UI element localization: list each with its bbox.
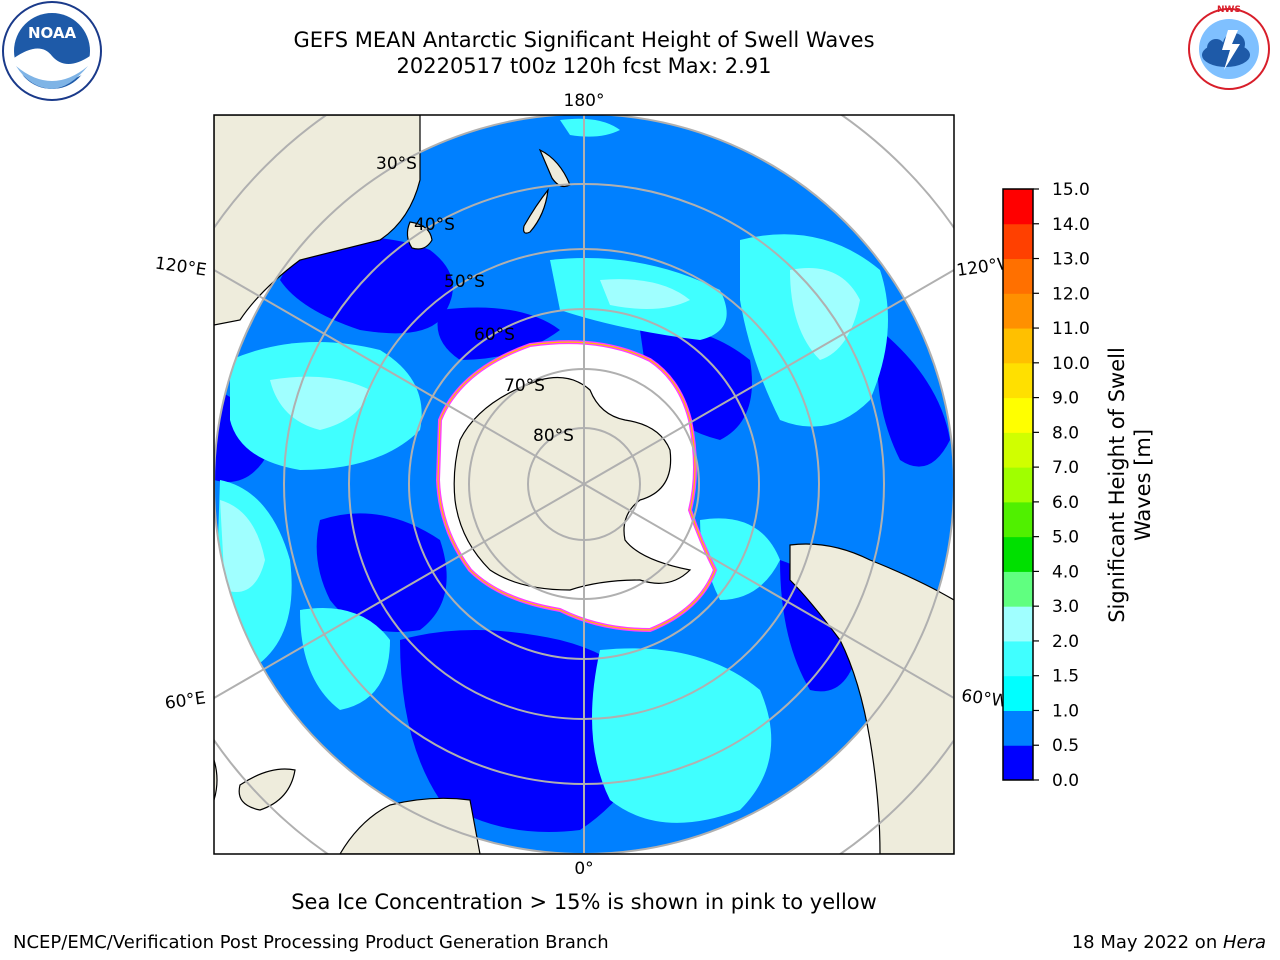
low-swell-region — [316, 513, 447, 632]
lon-label-180: 180° — [564, 91, 605, 111]
swell-region-cyan — [560, 118, 620, 137]
low-swell-region — [280, 236, 453, 334]
lon-label-60e: 60°E — [164, 688, 207, 713]
colorbar-tick-label: 4.0 — [1052, 562, 1079, 582]
colorbar-label-line2: Waves [m] — [1131, 429, 1155, 541]
swell-region-pale — [600, 279, 690, 309]
swell-region-pale — [790, 268, 860, 360]
colorbar-tick-label: 2.0 — [1052, 632, 1079, 652]
colorbar-bin — [1003, 397, 1033, 433]
colorbar-tick-label: 8.0 — [1052, 423, 1079, 443]
colorbar-bin — [1003, 189, 1033, 225]
lat-label-40s: 40°S — [414, 215, 455, 235]
colorbar-tick-label: 3.0 — [1052, 597, 1079, 617]
colorbar-tick-label: 10.0 — [1052, 354, 1090, 374]
svg-text:NOAA: NOAA — [28, 24, 77, 42]
lat-label-80s: 80°S — [533, 426, 574, 446]
map-frame — [213, 114, 955, 855]
colorbar-tick-label: 12.0 — [1052, 284, 1090, 304]
colorbar-tick-label: 15.0 — [1052, 180, 1090, 200]
nws-logo: NWS — [1181, 1, 1277, 97]
colorbar-bin — [1003, 536, 1033, 572]
lon-label-0: 0° — [574, 859, 593, 879]
colorbar-bin — [1003, 640, 1033, 677]
colorbar-tick-label: 14.0 — [1052, 215, 1090, 235]
graticule — [214, 115, 954, 854]
chart-title: GEFS MEAN Antarctic Significant Height o… — [293, 28, 875, 52]
colorbar-bin — [1003, 710, 1033, 746]
chart-subtitle: 20220517 t00z 120h fcst Max: 2.91 — [396, 54, 772, 78]
footer-date: 18 May 2022 on Hera — [1071, 932, 1266, 953]
lon-label-120e: 120°E — [154, 254, 208, 281]
lat-label-30s: 30°S — [376, 154, 417, 174]
map-area: 30°S 40°S 50°S 60°S 70°S 80°S — [214, 115, 954, 854]
lat-label-50s: 50°S — [444, 272, 485, 292]
swell-region-cyan — [300, 608, 390, 710]
footer-host: Hera — [1222, 932, 1266, 953]
lon-label-60w: 60°W — [960, 686, 1009, 712]
colorbar-tick-label: 6.0 — [1052, 493, 1079, 513]
colorbar-bin — [1003, 223, 1033, 260]
colorbar-tick-label: 0.0 — [1052, 771, 1079, 791]
colorbar-bin — [1003, 675, 1033, 711]
colorbar-bin — [1003, 745, 1033, 781]
low-swell-region — [877, 330, 950, 467]
colorbar-bin — [1003, 571, 1033, 607]
land-madagascar — [238, 768, 296, 811]
swell-region-pale — [220, 500, 265, 592]
colorbar-frame — [1002, 188, 1034, 781]
land — [214, 115, 954, 854]
colorbar-tick-label: 9.0 — [1052, 389, 1079, 409]
colorbar-tick-label: 13.0 — [1052, 250, 1090, 270]
colorbar-bin — [1003, 432, 1033, 468]
colorbar-bin — [1003, 362, 1033, 399]
colorbar-bin — [1003, 293, 1033, 329]
land-africa — [339, 797, 481, 854]
colorbar-tick-label: 11.0 — [1052, 319, 1090, 339]
lat-label-70s: 70°S — [504, 376, 545, 396]
svg-text:NWS: NWS — [1217, 5, 1241, 15]
colorbar-bin — [1003, 606, 1033, 642]
swell-region-cyan — [700, 518, 780, 600]
colorbar-label-line1: Significant Height of Swell — [1105, 347, 1129, 623]
colorbar-bin — [1003, 258, 1033, 294]
noaa-logo: NOAA — [2, 1, 102, 101]
colorbar-tick-label: 1.5 — [1052, 667, 1079, 687]
colorbar-tick-label: 1.0 — [1052, 701, 1079, 721]
land-antarctica — [453, 377, 692, 591]
colorbar: 0.0 0.5 1.0 1.5 2.0 3.0 4.0 5.0 6.0 7.0 8.0 9.0 10.0… — [1002, 180, 1090, 791]
colorbar-tick-label: 5.0 — [1052, 528, 1079, 548]
colorbar-bin — [1003, 501, 1033, 538]
lat-label-60s: 60°S — [474, 325, 515, 345]
swell-region-pale — [270, 376, 370, 430]
low-swell-region — [780, 560, 860, 692]
colorbar-tick-label: 0.5 — [1052, 736, 1079, 756]
colorbar-bin — [1003, 467, 1033, 503]
land-new-zealand — [523, 187, 549, 234]
land-south-america — [789, 543, 954, 854]
footer-credit: NCEP/EMC/Verification Post Processing Pr… — [13, 932, 609, 953]
colorbar-bin — [1003, 328, 1033, 364]
sea-ice-caption: Sea Ice Concentration > 15% is shown in … — [291, 890, 877, 914]
colorbar-tick-label: 7.0 — [1052, 458, 1079, 478]
